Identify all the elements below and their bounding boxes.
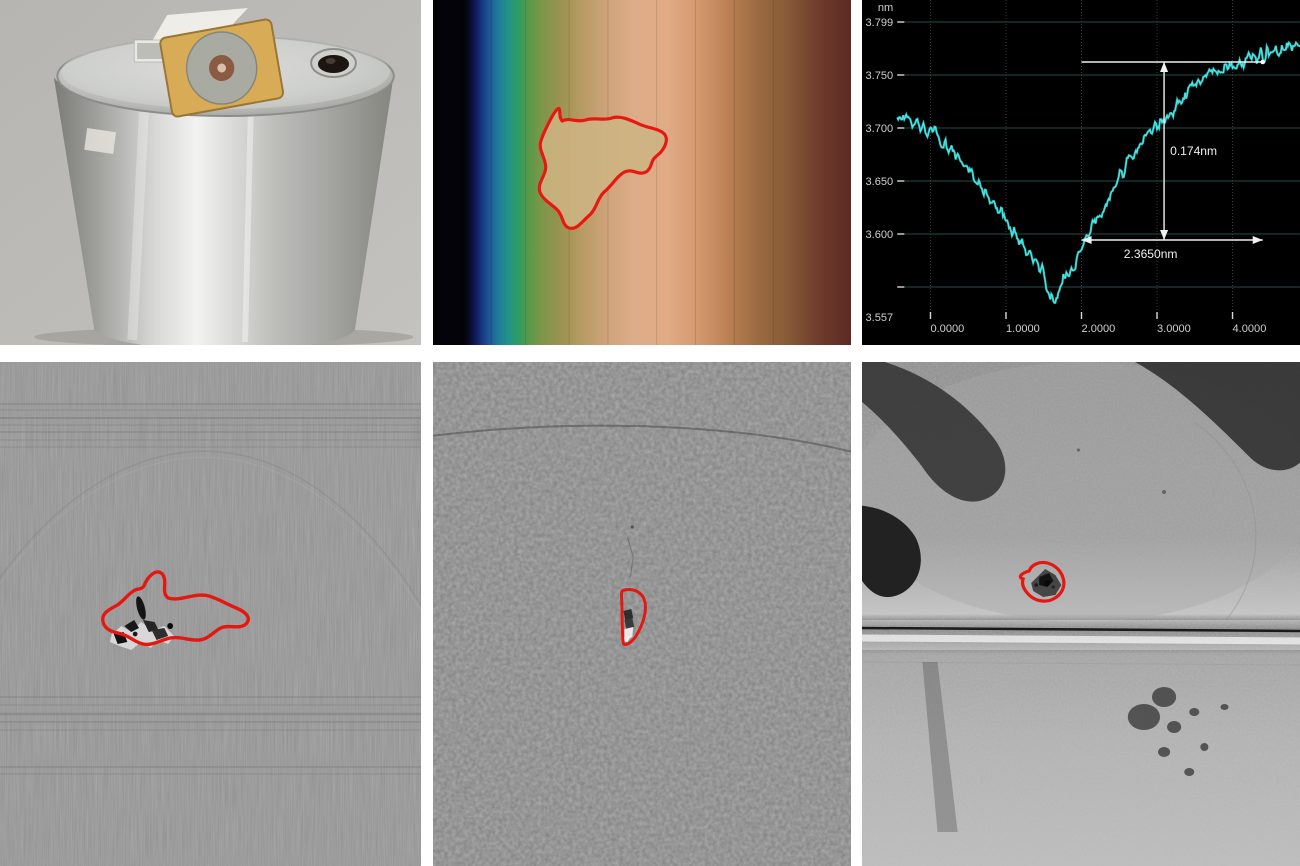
svg-text:3.557: 3.557 [866, 312, 894, 324]
svg-text:3.750: 3.750 [866, 70, 894, 82]
svg-text:3.0000: 3.0000 [1157, 323, 1191, 335]
svg-text:4.0000: 4.0000 [1233, 323, 1267, 335]
svg-text:1.0000: 1.0000 [1006, 323, 1040, 335]
svg-text:2.3650nm: 2.3650nm [1124, 247, 1178, 261]
svg-text:nm: nm [878, 2, 893, 14]
svg-text:3.600: 3.600 [866, 229, 894, 241]
svg-text:3.650: 3.650 [866, 176, 894, 188]
svg-text:3.700: 3.700 [866, 123, 894, 135]
svg-text:0.0000: 0.0000 [930, 323, 964, 335]
svg-text:0.174nm: 0.174nm [1170, 144, 1217, 158]
svg-text:2.0000: 2.0000 [1082, 323, 1116, 335]
svg-text:3.799: 3.799 [866, 17, 894, 29]
